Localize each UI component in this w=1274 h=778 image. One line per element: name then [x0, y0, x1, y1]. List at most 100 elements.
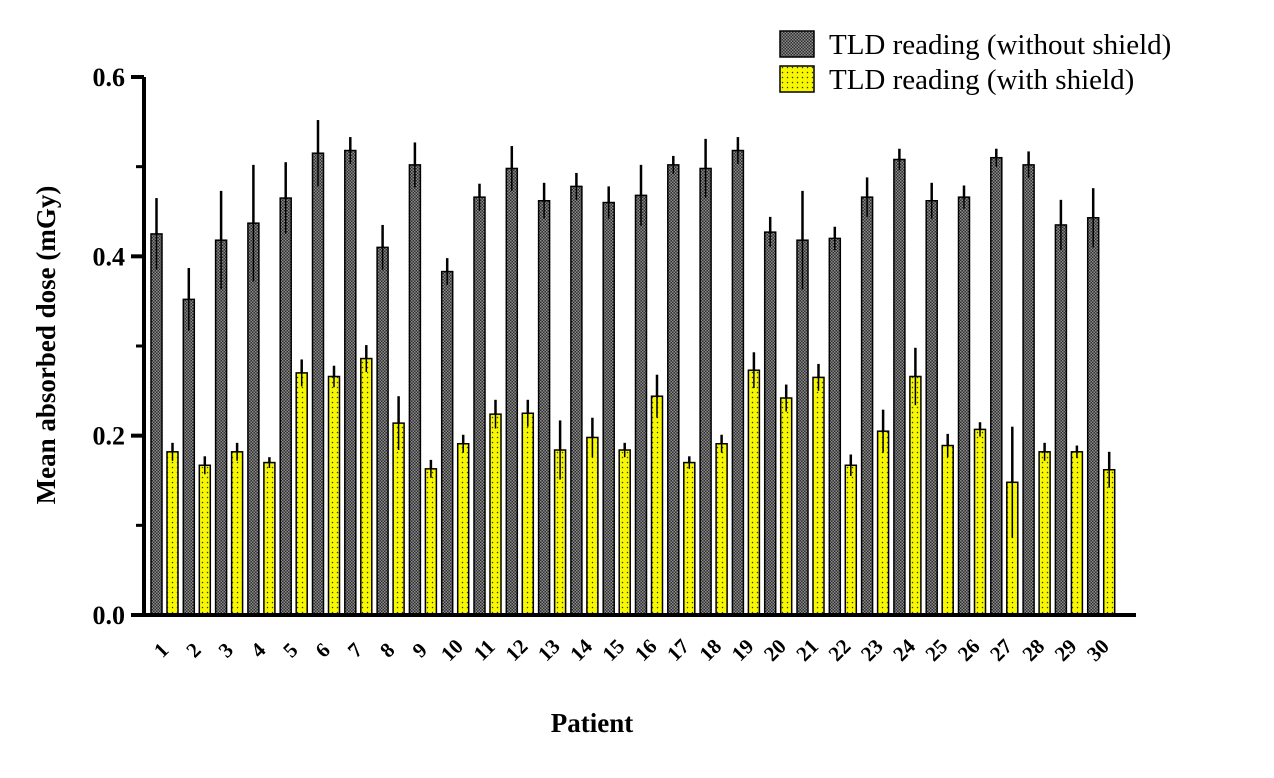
bar-with-shield [973, 428, 987, 616]
bar-with-shield [844, 464, 858, 616]
bar-without-shield [1022, 164, 1035, 616]
bar-without-shield [214, 239, 228, 616]
bar-without-shield [1086, 217, 1100, 616]
bar-without-shield [473, 196, 486, 616]
bar-without-shield [763, 231, 777, 616]
x-tick-label: 8 [375, 638, 399, 662]
bar-without-shield [699, 167, 712, 616]
x-tick-label: 6 [311, 638, 335, 662]
bar-with-shield [424, 468, 438, 616]
x-tick-label: 13 [533, 634, 565, 666]
x-tick-label: 29 [1050, 634, 1082, 666]
bar-without-shield [893, 158, 906, 616]
bar-without-shield [957, 196, 971, 616]
x-tick-label: 3 [214, 638, 238, 662]
bar-with-shield [489, 413, 502, 616]
bar-without-shield [182, 298, 196, 616]
x-tick-label: 20 [759, 634, 791, 666]
bar-without-shield [796, 239, 809, 616]
bar-without-shield [537, 199, 551, 616]
x-tick-label: 7 [343, 638, 367, 662]
bar-without-shield [828, 237, 842, 616]
legend-swatch-without-shield [779, 30, 815, 58]
x-tick-label: 10 [436, 634, 468, 666]
bar-with-shield [747, 369, 761, 616]
plot-area: 0.00.20.40.61 2 3 4 5 6 7 8 9 10 11 12 13 14 15 16 17 18 1… [93, 63, 1136, 666]
bar-with-shield [360, 357, 373, 616]
bar-without-shield [376, 246, 389, 616]
y-axis-title: Mean absorbed dose (mGy) [31, 186, 61, 505]
bar-without-shield [570, 185, 583, 616]
bar-without-shield [150, 233, 163, 616]
bar-without-shield [990, 156, 1003, 616]
bar-with-shield [1102, 468, 1116, 616]
bar-without-shield [279, 197, 292, 616]
bar-with-shield [779, 397, 793, 616]
bar-without-shield [344, 149, 357, 616]
bar-with-shield [683, 461, 696, 616]
bar-with-shield [521, 412, 535, 616]
x-tick-label: 30 [1082, 634, 1114, 666]
x-tick-label: 16 [630, 634, 662, 666]
bar-with-shield [263, 461, 276, 616]
x-tick-label: 18 [694, 634, 726, 666]
bar-without-shield [440, 270, 454, 616]
bar-without-shield [247, 222, 260, 616]
bar-with-shield [715, 442, 728, 616]
x-tick-label: 25 [920, 634, 952, 666]
x-tick-label: 26 [953, 634, 985, 666]
bar-with-shield [327, 375, 341, 616]
bar-with-shield [456, 442, 470, 616]
bar-without-shield [602, 201, 615, 616]
bar-with-shield [392, 422, 405, 616]
bar-without-shield [311, 152, 325, 616]
bar-without-shield [731, 149, 745, 616]
x-tick-label: 1 [149, 638, 173, 662]
bar-with-shield [941, 444, 954, 616]
bar-with-shield [1038, 451, 1051, 616]
x-tick-label: 12 [501, 634, 533, 666]
x-tick-label: 19 [727, 634, 759, 666]
legend-label-with-shield: TLD reading (with shield) [829, 64, 1134, 96]
x-tick-label: 27 [985, 634, 1017, 666]
bar-without-shield [1054, 224, 1068, 616]
x-tick-label: 28 [1017, 634, 1049, 666]
y-tick-label: 0.0 [93, 601, 126, 630]
x-tick-label: 5 [278, 638, 302, 662]
bar-with-shield [909, 375, 922, 616]
x-tick-label: 4 [246, 637, 271, 662]
bar-without-shield [925, 199, 938, 616]
legend-label-without-shield: TLD reading (without shield) [829, 29, 1171, 61]
x-tick-label: 9 [407, 638, 431, 662]
legend-swatch-with-shield [779, 65, 815, 93]
bar-without-shield [505, 167, 519, 616]
x-tick-label: 22 [824, 634, 856, 666]
x-axis-title: Patient [551, 708, 633, 738]
x-tick-label: 17 [662, 634, 694, 666]
x-tick-label: 24 [888, 634, 920, 666]
x-tick-label: 15 [597, 634, 629, 666]
bar-with-shield [618, 449, 631, 616]
x-tick-label: 2 [181, 638, 205, 662]
bar-with-shield [650, 395, 664, 616]
bar-with-shield [295, 372, 308, 616]
bar-with-shield [876, 430, 890, 616]
x-tick-label: 21 [791, 634, 823, 666]
bar-with-shield [198, 464, 212, 616]
bar-with-shield [166, 451, 179, 616]
bar-without-shield [860, 196, 874, 616]
bar-without-shield [408, 164, 422, 616]
y-tick-label: 0.6 [93, 63, 126, 92]
bar-without-shield [634, 194, 648, 616]
y-tick-label: 0.2 [93, 422, 126, 451]
bar-with-shield [812, 376, 825, 616]
x-tick-label: 14 [565, 634, 597, 666]
x-tick-label: 23 [856, 634, 888, 666]
bar-with-shield [586, 436, 599, 616]
x-tick-label: 11 [469, 635, 500, 666]
bar-with-shield [230, 451, 244, 616]
y-tick-label: 0.4 [93, 242, 126, 271]
bar-without-shield [667, 164, 680, 616]
